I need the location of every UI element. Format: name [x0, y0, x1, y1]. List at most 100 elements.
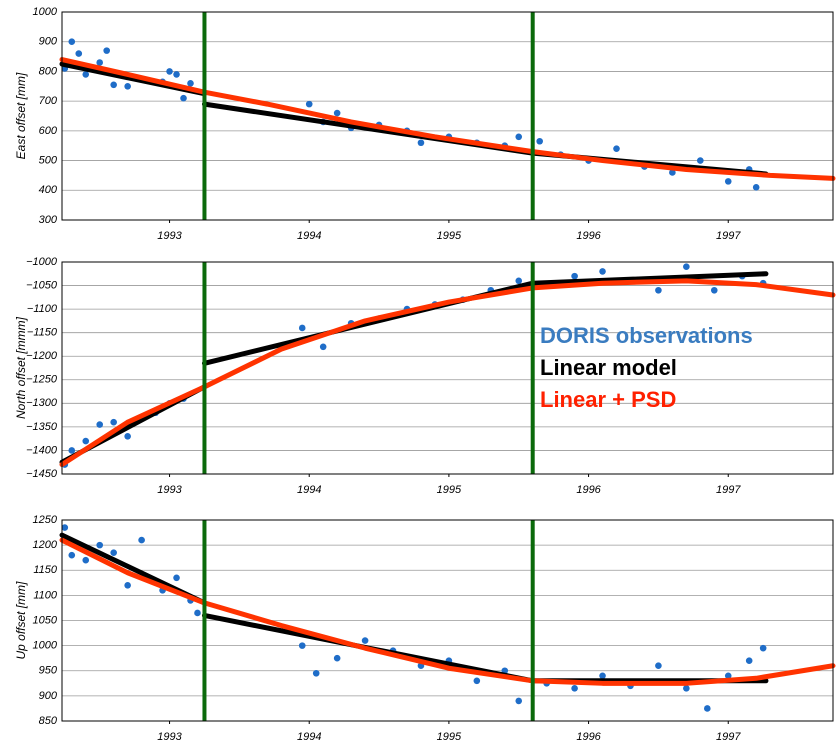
y-tick-label: −1350	[26, 421, 58, 433]
data-point	[683, 263, 690, 271]
data-point	[68, 551, 76, 559]
data-point	[599, 268, 606, 275]
x-tick-label: 1993	[157, 731, 182, 743]
data-point	[710, 286, 718, 294]
plot-frame	[61, 261, 834, 475]
y-tick-label: −1000	[26, 256, 58, 268]
data-point	[305, 100, 313, 108]
y-tick-label: 1250	[33, 514, 58, 526]
data-point	[298, 642, 306, 649]
x-tick-label: 1997	[716, 230, 741, 242]
data-point	[724, 672, 732, 680]
data-point	[333, 654, 341, 662]
data-point	[536, 137, 543, 145]
y-tick-label: 800	[39, 65, 58, 77]
data-point	[298, 324, 306, 332]
y-tick-label: 1000	[33, 6, 58, 18]
data-point	[333, 109, 341, 117]
data-point	[82, 71, 90, 78]
data-point	[515, 277, 523, 285]
plot-frame	[61, 11, 834, 221]
model-line	[59, 537, 836, 686]
plot-area	[62, 12, 833, 220]
y-tick-label: 400	[39, 184, 58, 196]
data-point	[187, 80, 194, 87]
data-point	[515, 133, 523, 141]
x-tick-label: 1994	[297, 484, 321, 496]
x-tick-label: 1993	[157, 230, 182, 242]
data-point	[745, 657, 753, 664]
data-point	[312, 669, 320, 677]
y-tick-label: 900	[39, 36, 58, 48]
y-tick-label: 950	[39, 665, 58, 677]
y-tick-label: 850	[39, 715, 58, 727]
data-point	[599, 672, 606, 680]
data-point	[194, 609, 201, 617]
y-tick-label: 500	[39, 154, 58, 166]
y-tick-label: −1250	[26, 374, 58, 386]
y-tick-label: 700	[39, 95, 58, 107]
data-point	[669, 169, 676, 176]
x-tick-label: 1995	[437, 484, 462, 496]
data-point	[75, 50, 83, 57]
y-tick-label: −1450	[26, 468, 58, 480]
y-tick-label: 1000	[33, 640, 58, 652]
plot-area	[62, 262, 833, 474]
y-axis-label: North offset [mmm]	[14, 316, 28, 419]
legend-entry: Linear + PSD	[540, 387, 676, 412]
data-point	[655, 286, 662, 294]
data-point	[82, 556, 90, 564]
x-tick-label: 1993	[157, 484, 182, 496]
data-point	[61, 524, 69, 531]
data-point	[613, 145, 620, 152]
y-axis-label: East offset [mm]	[14, 72, 28, 159]
y-axis-label: Up offset [mm]	[14, 581, 28, 660]
data-point	[96, 421, 104, 428]
data-point	[110, 418, 117, 426]
x-tick-label: 1996	[576, 731, 601, 743]
y-tick-label: −1050	[26, 279, 58, 291]
y-tick-label: 900	[39, 690, 58, 702]
y-tick-label: −1200	[26, 350, 58, 362]
data-point	[571, 685, 578, 692]
data-point	[124, 82, 131, 90]
y-tick-label: 1100	[33, 589, 58, 601]
data-point	[124, 582, 131, 589]
y-tick-label: −1150	[27, 327, 58, 339]
x-tick-label: 1997	[716, 484, 741, 496]
data-point	[103, 47, 110, 54]
data-point	[319, 343, 327, 351]
model-line	[59, 57, 836, 181]
x-tick-label: 1995	[437, 731, 462, 743]
y-tick-label: 600	[39, 125, 58, 137]
x-tick-label: 1994	[297, 731, 321, 743]
model-line	[59, 278, 836, 468]
data-point	[752, 184, 760, 191]
x-tick-label: 1995	[437, 230, 462, 242]
data-point	[173, 574, 180, 582]
data-point	[180, 94, 187, 102]
legend-entry: Linear model	[540, 355, 677, 380]
data-point	[759, 644, 767, 652]
y-tick-label: 1150	[33, 564, 58, 576]
y-tick-label: 1050	[33, 614, 58, 626]
data-point	[417, 139, 425, 147]
x-tick-label: 1994	[297, 230, 321, 242]
data-point	[110, 549, 117, 556]
y-tick-label: 300	[39, 214, 58, 226]
data-point	[655, 662, 662, 670]
y-tick-label: −1400	[26, 444, 58, 456]
data-point	[68, 38, 76, 46]
data-point	[124, 433, 131, 440]
data-point	[82, 437, 90, 445]
x-tick-label: 1996	[576, 230, 601, 242]
data-point	[683, 685, 690, 692]
data-point	[166, 68, 173, 75]
data-point	[724, 178, 732, 185]
data-point	[96, 59, 104, 66]
data-point	[173, 71, 180, 78]
legend-entry: DORIS observations	[540, 323, 753, 348]
data-point	[515, 697, 523, 705]
data-point	[571, 272, 578, 280]
